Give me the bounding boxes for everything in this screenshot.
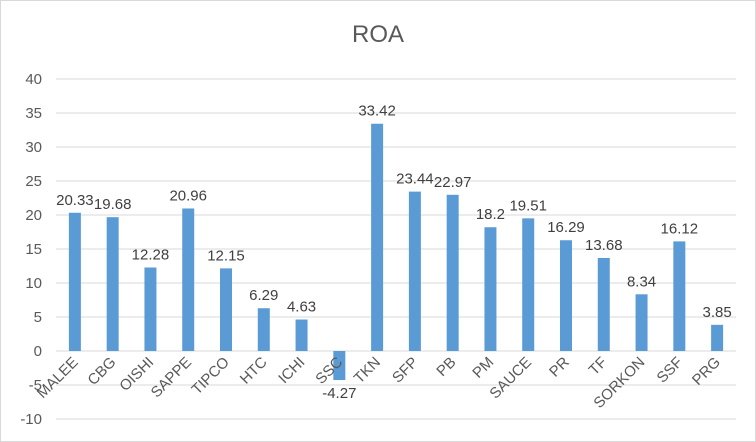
x-tick-label: SFP: [389, 354, 422, 387]
bar-pm: [484, 227, 497, 351]
x-tick-label: PR: [546, 354, 573, 381]
y-tick-label: 15: [25, 241, 42, 258]
data-label: 16.12: [661, 220, 699, 237]
data-label: 16.29: [547, 219, 585, 236]
bar-tkn: [371, 123, 384, 351]
data-label: 3.85: [703, 304, 732, 321]
data-label: 12.15: [207, 247, 245, 264]
bar-htc: [257, 308, 270, 351]
x-tick-label: PM: [469, 354, 497, 382]
y-tick-label: 35: [25, 105, 42, 122]
x-tick-label: PB: [433, 354, 459, 380]
bar-prg: [711, 324, 724, 351]
chart-title: ROA: [351, 21, 404, 48]
bar-pb: [446, 194, 459, 351]
x-tick-label: HTC: [237, 354, 271, 388]
x-tick-label: SSF: [654, 354, 687, 387]
y-tick-label: 20: [25, 207, 42, 224]
bar-oishi: [144, 267, 157, 351]
data-label: 22.97: [434, 174, 472, 191]
data-label: 6.29: [249, 287, 278, 304]
data-label: 20.33: [56, 192, 94, 209]
x-tick-label: ICHI: [275, 354, 308, 387]
bar-cbg: [106, 217, 119, 351]
x-tick-label: TF: [586, 354, 611, 379]
bar-sfp: [408, 191, 421, 351]
y-tick-label: -5: [29, 377, 42, 394]
bar-malee: [68, 212, 81, 351]
bar-sorkon: [635, 294, 648, 351]
y-tick-label: 40: [25, 71, 42, 88]
bar-ssc: [333, 351, 346, 381]
data-label: 19.68: [94, 196, 132, 213]
y-tick-label: 25: [25, 173, 42, 190]
bar-pr: [560, 240, 572, 351]
y-tick-label: 30: [25, 139, 42, 156]
x-tick-label: PRG: [689, 354, 724, 389]
y-tick-label: 10: [25, 275, 42, 292]
data-label: 12.28: [132, 246, 170, 263]
y-tick-label: -10: [20, 411, 42, 428]
x-tick-label: TIPCO: [188, 354, 232, 398]
data-label: 33.42: [358, 103, 396, 120]
data-label: 8.34: [627, 273, 656, 290]
data-label: 4.63: [287, 299, 316, 316]
bar-ichi: [295, 319, 308, 351]
data-label: 23.44: [396, 171, 434, 188]
data-label: 13.68: [585, 237, 623, 254]
bar-sappe: [182, 208, 195, 351]
x-tick-label: SAPPE: [148, 354, 195, 401]
bar-tipco: [220, 268, 232, 351]
bar-ssf: [673, 241, 686, 351]
x-tick-label: SAUCE: [486, 354, 535, 403]
bar-tf: [597, 257, 610, 351]
x-tick-label: CBG: [84, 354, 119, 389]
y-tick-label: 5: [34, 309, 42, 326]
x-tick-label: TKN: [351, 354, 384, 387]
data-label: -4.27: [322, 385, 356, 402]
data-label: 19.51: [509, 197, 547, 214]
data-label: 18.2: [476, 206, 505, 223]
bar-sauce: [522, 218, 535, 351]
y-tick-label: 0: [34, 343, 42, 360]
data-label: 20.96: [169, 187, 207, 204]
